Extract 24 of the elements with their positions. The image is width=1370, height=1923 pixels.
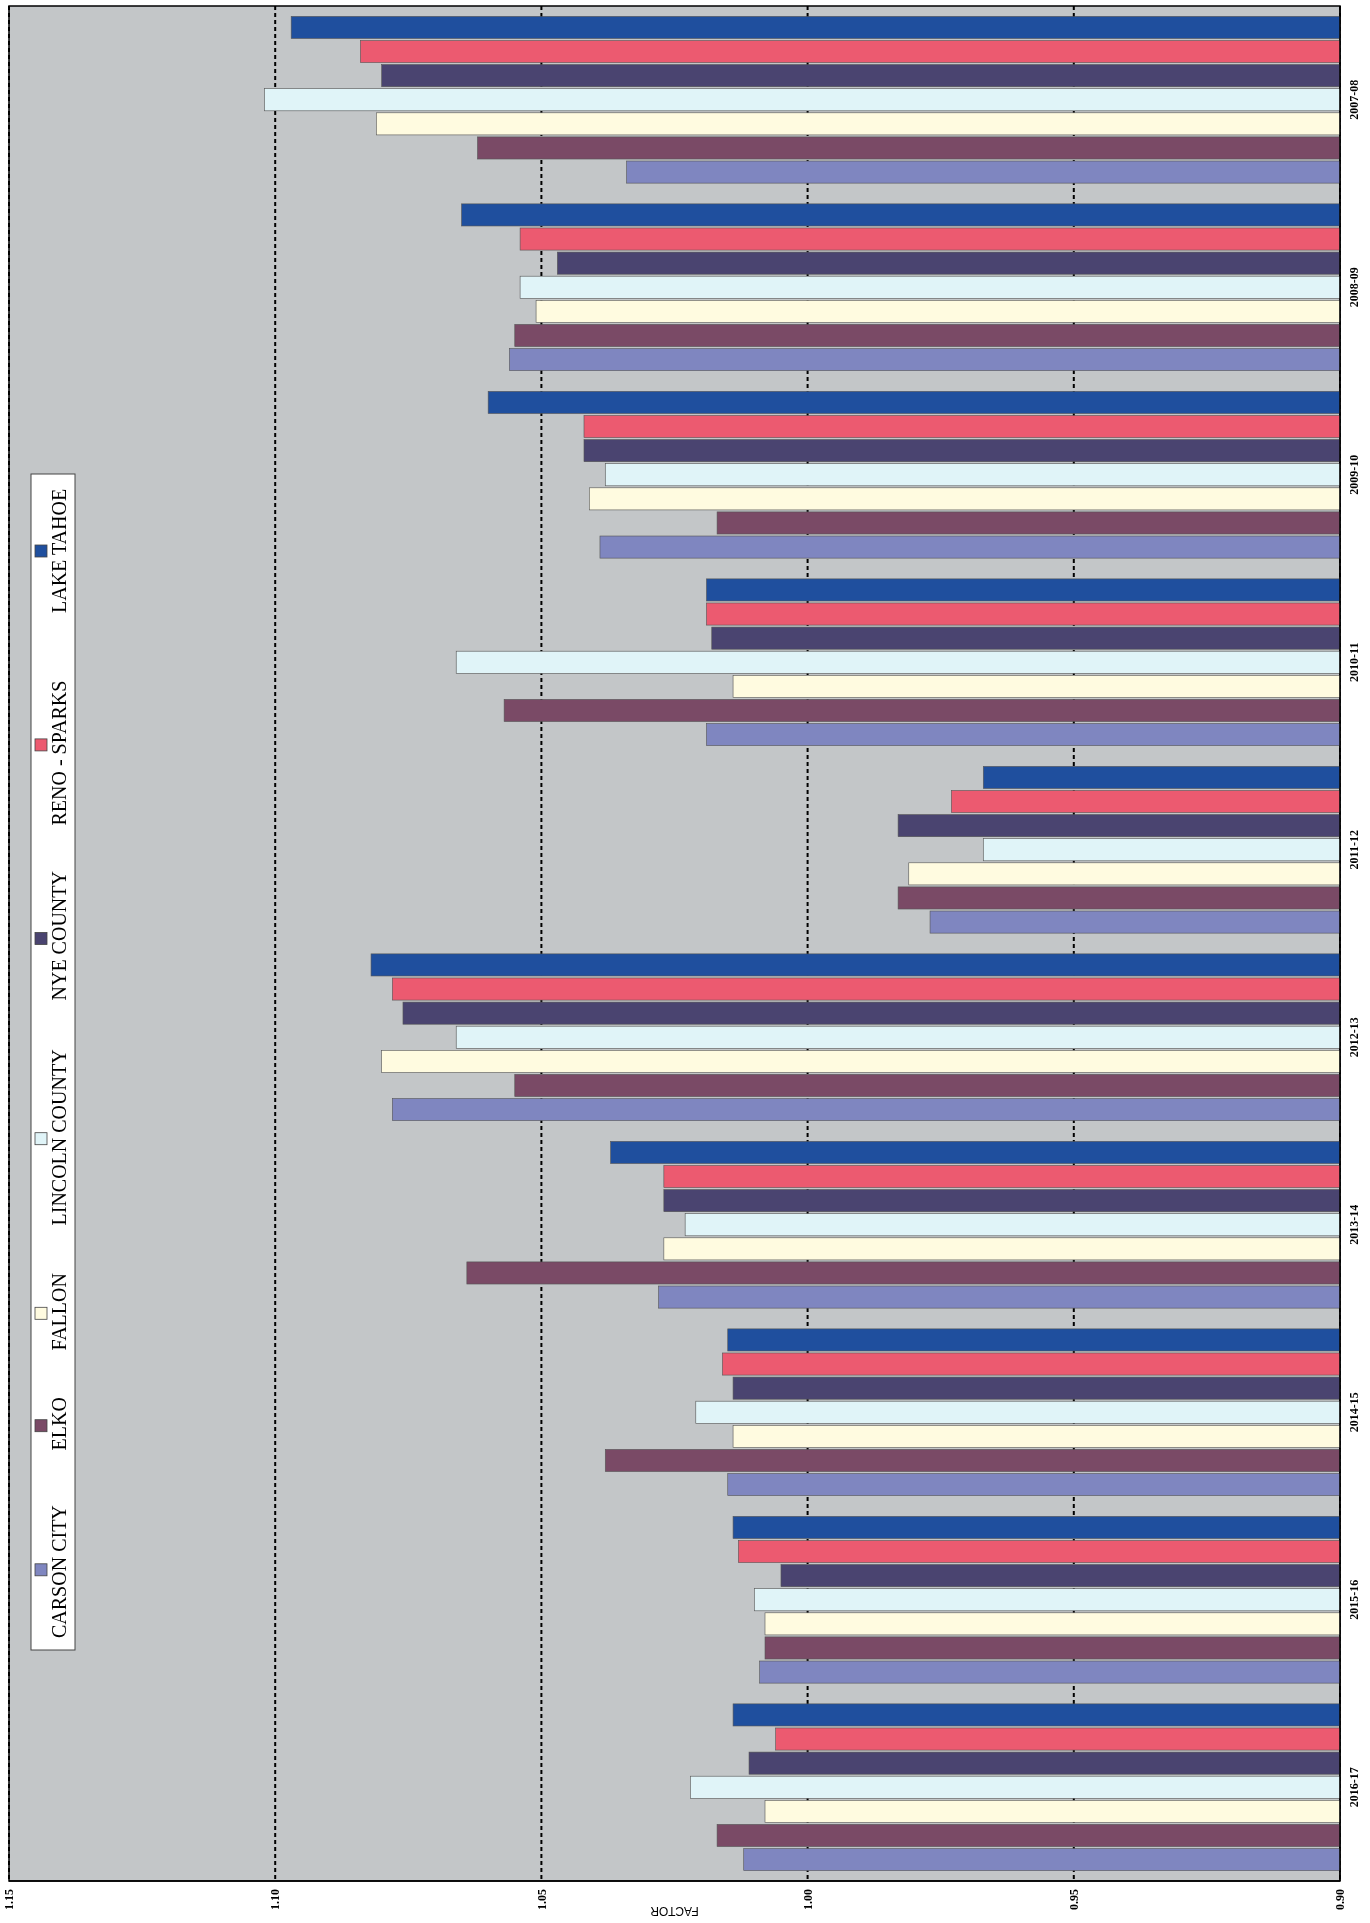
y-tick-label: 2007-08 bbox=[1347, 79, 1362, 120]
y-tick-label: 2008-09 bbox=[1347, 267, 1362, 308]
legend-label: FALLON bbox=[48, 1273, 70, 1351]
y-tick-label: 2011-12 bbox=[1347, 830, 1362, 870]
x-axis-title: FACTOR bbox=[649, 1904, 699, 1918]
legend-label: CARSON CITY bbox=[48, 1505, 70, 1638]
y-tick-label: 2013-14 bbox=[1347, 1204, 1362, 1245]
y-tick-label: 2015-16 bbox=[1347, 1579, 1362, 1620]
x-tick-label: 0.95 bbox=[1067, 1889, 1081, 1910]
x-tick-label: 0.90 bbox=[1333, 1889, 1348, 1910]
legend-label: LAKE TAHOE bbox=[48, 488, 70, 613]
y-tick-label: 2012-13 bbox=[1347, 1017, 1362, 1058]
y-tick-label: 2014-15 bbox=[1347, 1392, 1362, 1433]
x-tick-label: 1.15 bbox=[2, 1889, 17, 1910]
y-tick-label: 2009-10 bbox=[1347, 454, 1362, 495]
x-tick-label: 1.10 bbox=[268, 1889, 283, 1910]
legend-label: NYE COUNTY bbox=[48, 871, 70, 1001]
legend-label: RENO - SPARKS bbox=[48, 680, 70, 826]
legend-label: LINCOLN COUNTY bbox=[48, 1049, 70, 1226]
x-tick-label: 1.05 bbox=[534, 1889, 549, 1910]
y-tick-label: 2010-11 bbox=[1347, 642, 1362, 682]
x-tick-label: 1.00 bbox=[800, 1889, 815, 1910]
y-tick-label: 2016-17 bbox=[1347, 1767, 1362, 1808]
legend-label: ELKO bbox=[48, 1397, 70, 1451]
